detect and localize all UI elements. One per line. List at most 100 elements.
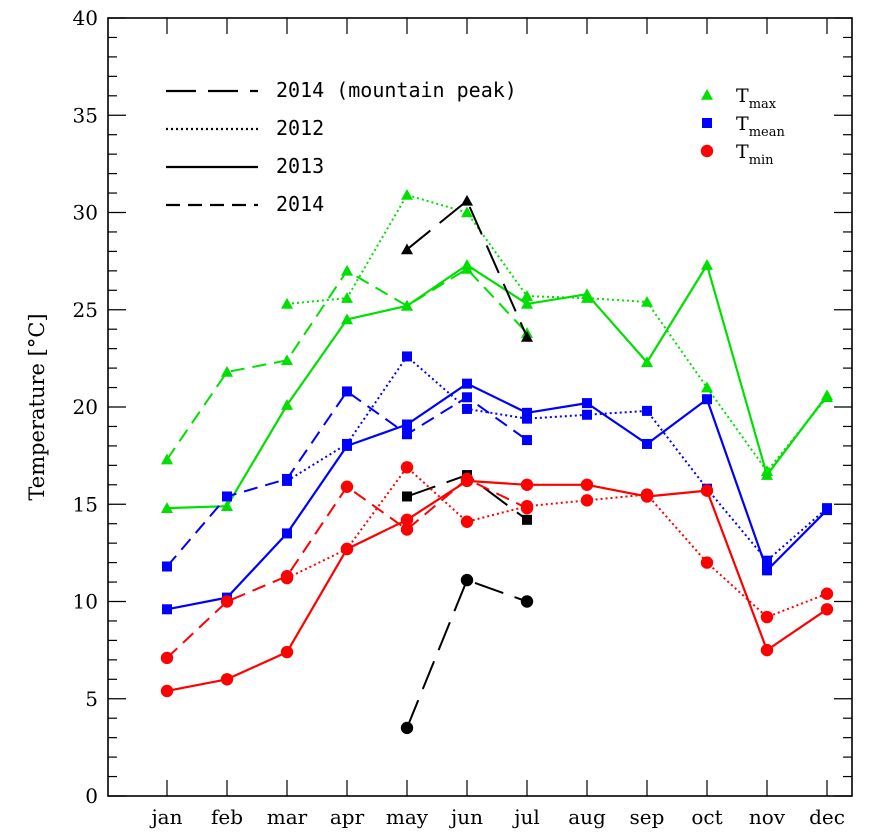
data-point	[521, 290, 533, 301]
data-point	[162, 561, 172, 572]
data-point	[461, 194, 473, 206]
data-point	[520, 501, 534, 515]
data-point	[581, 292, 593, 303]
y-tick-labels: 0 5 10 15 20 25 30 35 40	[73, 6, 98, 808]
data-point	[462, 392, 472, 403]
legend-style-label: 2012	[276, 116, 324, 140]
series-tmean-2014	[162, 386, 532, 572]
series-layer	[160, 188, 834, 735]
y-tick-label: 20	[73, 395, 98, 419]
data-point	[341, 264, 353, 276]
series-line	[166, 479, 828, 693]
x-tick-label: sep	[630, 805, 665, 829]
data-point	[222, 491, 232, 502]
data-point	[400, 461, 414, 474]
data-point	[461, 262, 473, 274]
data-point	[162, 604, 172, 615]
series-tmean-2012	[282, 351, 832, 566]
data-point	[280, 645, 294, 659]
data-point	[460, 515, 474, 528]
y-tick-label: 30	[73, 201, 98, 225]
x-tick-labels: jan feb mar apr may jun jul aug sep oct nov dec	[149, 805, 844, 829]
data-point	[400, 523, 414, 536]
data-point	[762, 565, 772, 576]
data-point	[520, 595, 534, 608]
data-point	[641, 356, 653, 368]
data-point	[281, 399, 293, 410]
data-point	[582, 398, 592, 409]
legend-marker-symbol	[702, 118, 712, 128]
data-point	[700, 484, 714, 497]
data-point	[341, 292, 353, 303]
series-tmin-2014	[160, 472, 534, 665]
x-tick-label: may	[386, 805, 429, 829]
data-point	[462, 403, 472, 414]
series-line	[286, 193, 828, 473]
y-tick-label: 5	[85, 687, 98, 711]
series-line	[406, 199, 528, 338]
series-tmax-2012	[281, 188, 833, 476]
data-point	[402, 491, 412, 502]
y-tick-label: 25	[73, 298, 98, 322]
data-point	[761, 465, 773, 476]
data-point	[221, 365, 233, 377]
data-point	[342, 438, 352, 449]
data-point	[701, 381, 713, 393]
series-line	[406, 579, 528, 729]
data-point	[281, 354, 293, 366]
data-point	[522, 407, 532, 418]
series-tmax-2013	[161, 259, 833, 513]
x-tick-label: apr	[330, 805, 365, 829]
data-point	[521, 297, 533, 309]
data-point	[462, 378, 472, 389]
x-tick-label: jan	[149, 805, 182, 829]
data-point	[220, 673, 234, 686]
data-point	[340, 542, 354, 556]
data-point	[520, 478, 534, 491]
data-point	[641, 295, 653, 307]
y-tick-label: 10	[73, 590, 98, 614]
legend-marker-symbol	[701, 89, 713, 100]
series-tmin-2014-mountain-peak-	[400, 573, 534, 735]
data-point	[760, 610, 774, 624]
data-point	[161, 453, 173, 465]
x-tick-label: nov	[749, 805, 786, 829]
data-point	[221, 500, 233, 511]
data-point	[700, 556, 714, 569]
data-point	[640, 488, 654, 501]
data-point	[402, 351, 412, 362]
data-point	[460, 573, 474, 587]
x-tick-label: mar	[267, 805, 308, 829]
data-point	[522, 413, 532, 424]
data-point	[522, 514, 532, 525]
data-point	[760, 643, 774, 657]
y-tick-label: 15	[73, 492, 98, 516]
series-tmax-2014-mountain-peak-	[401, 194, 533, 342]
data-point	[642, 405, 652, 416]
series-line	[286, 355, 828, 562]
legend-style-label: 2014 (mountain peak)	[276, 78, 517, 102]
series-line	[166, 263, 828, 510]
data-point	[400, 721, 414, 735]
line-style-legend: 2014 (mountain peak) 2012 2013 2014	[166, 78, 517, 216]
data-point	[522, 435, 532, 446]
data-point	[461, 206, 473, 218]
x-tick-label: dec	[809, 805, 845, 829]
data-point	[401, 299, 413, 311]
data-point	[762, 555, 772, 566]
x-tick-label: aug	[568, 805, 606, 829]
data-point	[400, 513, 414, 527]
data-point	[282, 528, 292, 539]
data-point	[161, 502, 173, 513]
data-point	[820, 603, 834, 616]
series-line	[166, 382, 828, 611]
y-tick-label: 35	[73, 103, 98, 127]
data-point	[642, 438, 652, 449]
data-point	[401, 188, 413, 200]
legend-marker-label: Tmax	[736, 85, 777, 112]
data-point	[282, 473, 292, 484]
data-point	[822, 503, 832, 514]
data-point	[160, 684, 174, 698]
legend-style-label: 2014	[276, 192, 324, 216]
